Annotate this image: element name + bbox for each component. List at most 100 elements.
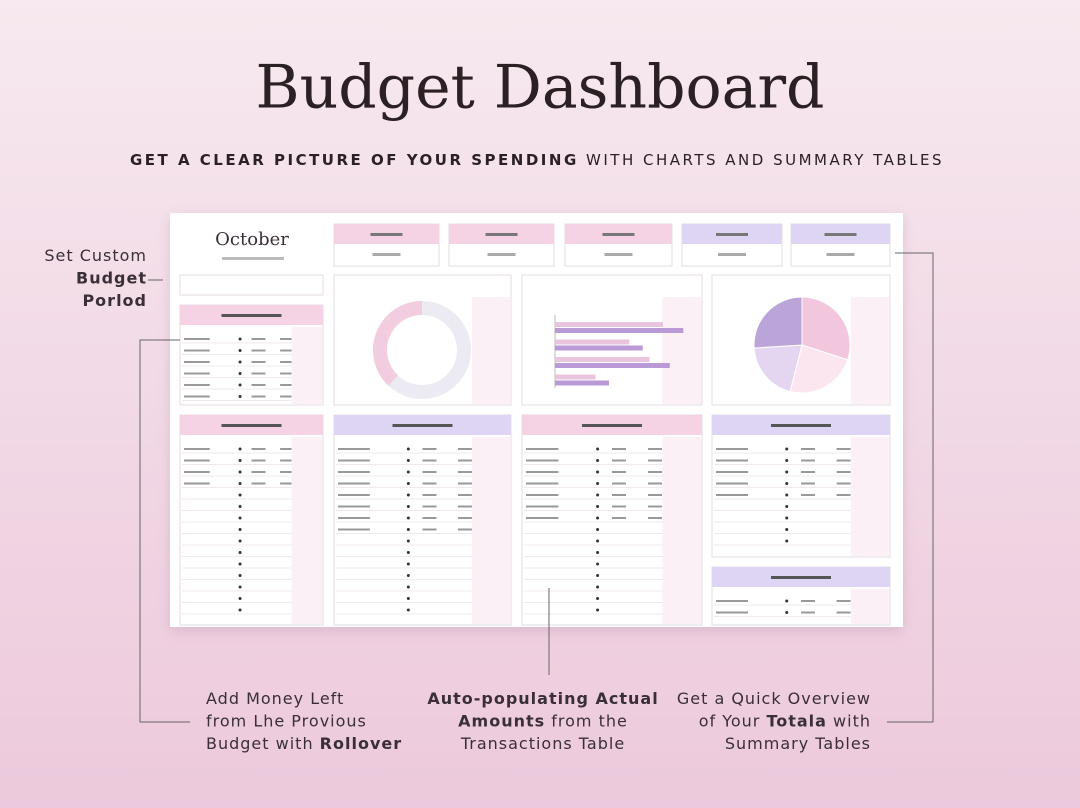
bullet [596,447,600,451]
bullet [406,470,410,474]
bar [555,363,670,368]
placeholder [716,482,749,485]
bullet [596,505,600,508]
bullet [596,539,600,543]
bullet [406,493,410,497]
placeholder [338,482,370,485]
bullet [785,539,789,543]
placeholder [801,600,815,602]
annotation-line: Auto-populating Actual [427,689,658,708]
bullet [406,482,410,485]
placeholder [338,471,370,473]
placeholder [251,482,266,485]
placeholder [612,448,626,450]
annotation-text: Budget with [206,734,320,753]
placeholder [184,482,210,485]
placeholder [280,338,295,340]
placeholder [184,471,210,473]
bullet [238,493,242,497]
placeholder [338,505,370,508]
annotation-line: Budget [76,268,147,287]
placeholder [801,611,815,614]
placeholder [648,505,662,508]
bullet [406,551,410,554]
placeholder [648,471,662,473]
placeholder [716,448,749,450]
placeholder [338,528,370,531]
placeholder [612,459,626,462]
bullet [406,574,410,577]
annotation-text: Porlod [82,291,147,310]
bullet [785,470,789,474]
bullet [785,505,789,508]
annotation-line: from Lhe Provious [206,711,367,730]
annotation-text: from the [545,711,628,730]
annotation-text: Transactions Table [460,734,625,753]
placeholder [612,505,626,508]
placeholder [251,395,266,398]
placeholder [280,471,295,473]
bullet [238,395,242,398]
placeholder [716,611,749,614]
placeholder [582,424,642,427]
annotation-text: of Your [699,711,767,730]
placeholder [612,482,626,485]
placeholder [184,395,210,398]
bullet [785,482,789,485]
bullet [596,574,600,577]
bullet [596,597,600,600]
bullet [406,597,410,600]
bullet [406,608,410,612]
placeholder [716,494,749,496]
placeholder [251,471,266,473]
placeholder [648,448,662,450]
placeholder [836,600,851,602]
annotation-text: Totala [766,711,827,730]
annotation-line: Add Money Left [206,689,344,708]
bullet [785,528,789,531]
placeholder [648,482,662,485]
placeholder [280,459,295,462]
placeholder [836,448,851,450]
placeholder [526,448,559,450]
placeholder [457,471,472,473]
placeholder [826,253,855,256]
annotation-text: Amounts [458,711,545,730]
annotation-line: Budget with Rollover [206,734,402,753]
placeholder [824,233,857,236]
placeholder [801,459,815,462]
annotation-line: Amounts from the [458,711,628,730]
donut-segment [373,301,423,386]
placeholder [422,471,437,473]
placeholder [716,459,749,462]
bullet [238,597,242,600]
placeholder [338,459,370,462]
tint-column [662,297,701,404]
bullet [238,585,242,589]
placeholder [457,494,472,496]
annotation-line: Get a Quick Overview [677,689,871,708]
placeholder [716,471,749,473]
bullet [238,337,242,341]
placeholder [251,372,266,375]
placeholder [716,233,748,236]
placeholder [457,528,472,531]
placeholder [422,448,437,450]
placeholder [280,361,295,363]
bullet [785,447,789,451]
placeholder [422,482,437,485]
period-box [179,274,324,296]
placeholder [526,517,559,519]
annotation-line: Set Custom [44,246,147,265]
placeholder [184,448,210,450]
placeholder [338,494,370,496]
annotation-text: Add Money Left [206,689,344,708]
annotation-text: Budget [76,268,147,287]
bullet [596,493,600,497]
bullet [596,551,600,554]
pie-slice [753,296,803,349]
placeholder [422,517,437,519]
placeholder [280,395,295,398]
placeholder [184,372,210,375]
